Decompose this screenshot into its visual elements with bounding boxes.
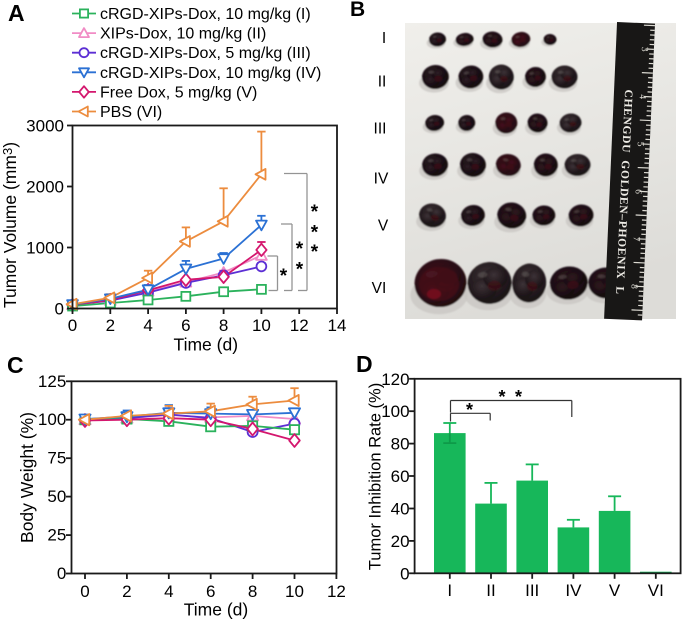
svg-text:12: 12 <box>290 316 309 335</box>
svg-text:6: 6 <box>181 316 190 335</box>
svg-text:VI: VI <box>648 581 664 600</box>
svg-text:7: 7 <box>630 236 640 241</box>
svg-text:6: 6 <box>633 189 643 194</box>
svg-text:120: 120 <box>381 370 409 389</box>
svg-text:IV: IV <box>565 581 582 600</box>
svg-text:0: 0 <box>68 316 77 335</box>
svg-text:25: 25 <box>47 526 66 545</box>
svg-text:Free Dox, 5 mg/kg (V): Free Dox, 5 mg/kg (V) <box>100 84 257 101</box>
svg-text:*: * <box>515 387 522 407</box>
svg-text:2000: 2000 <box>26 178 64 197</box>
svg-text:*: * <box>311 202 319 223</box>
svg-text:*: * <box>466 400 473 420</box>
svg-text:2: 2 <box>106 316 115 335</box>
svg-text:14: 14 <box>328 316 347 335</box>
svg-text:75: 75 <box>47 449 66 468</box>
svg-text:4: 4 <box>637 94 647 99</box>
svg-text:B: B <box>350 0 365 21</box>
svg-text:20: 20 <box>391 532 410 551</box>
svg-text:Body Weight (%): Body Weight (%) <box>17 412 37 543</box>
svg-text:60: 60 <box>391 467 410 486</box>
svg-text:3000: 3000 <box>26 117 64 136</box>
svg-text:PBS (VI): PBS (VI) <box>100 104 162 121</box>
svg-text:I: I <box>447 581 452 600</box>
svg-text:*: * <box>498 387 505 407</box>
svg-text:0: 0 <box>400 564 409 583</box>
svg-text:2: 2 <box>122 582 131 601</box>
svg-text:D: D <box>356 351 373 377</box>
svg-text:*: * <box>296 239 304 260</box>
svg-text:4: 4 <box>143 316 152 335</box>
svg-text:40: 40 <box>391 500 410 519</box>
svg-text:Time (d): Time (d) <box>174 335 239 355</box>
svg-text:1000: 1000 <box>26 239 64 258</box>
svg-text:A: A <box>8 0 25 26</box>
svg-text:cRGD-XIPs-Dox, 10 mg/kg (IV): cRGD-XIPs-Dox, 10 mg/kg (IV) <box>100 65 321 82</box>
svg-text:II: II <box>486 581 495 600</box>
svg-text:V: V <box>378 218 389 235</box>
svg-text:10: 10 <box>252 316 271 335</box>
svg-text:I: I <box>382 30 386 47</box>
svg-text:Time (d): Time (d) <box>184 600 249 619</box>
svg-text:4: 4 <box>164 582 173 601</box>
svg-text:0: 0 <box>55 300 64 319</box>
svg-text:6: 6 <box>206 582 215 601</box>
svg-text:3: 3 <box>639 47 649 52</box>
svg-text:IV: IV <box>374 171 389 188</box>
svg-text:II: II <box>378 74 387 91</box>
svg-text:III: III <box>525 581 539 600</box>
svg-text:C: C <box>7 352 24 378</box>
svg-text:10: 10 <box>285 582 304 601</box>
svg-text:XIPs-Dox, 10 mg/kg (II): XIPs-Dox, 10 mg/kg (II) <box>100 26 266 43</box>
svg-text:VI: VI <box>372 280 387 297</box>
svg-text:80: 80 <box>391 435 410 454</box>
svg-text:0: 0 <box>80 582 89 601</box>
svg-text:V: V <box>609 581 621 600</box>
svg-text:8: 8 <box>248 582 257 601</box>
svg-text:0: 0 <box>57 564 66 583</box>
svg-text:12: 12 <box>327 582 346 601</box>
svg-text:cRGD-XIPs-Dox, 10 mg/kg (I): cRGD-XIPs-Dox, 10 mg/kg (I) <box>100 6 311 23</box>
svg-text:*: * <box>311 223 319 244</box>
svg-text:*: * <box>311 242 319 263</box>
svg-text:*: * <box>296 260 304 281</box>
svg-text:125: 125 <box>38 372 66 391</box>
svg-text:cRGD-XIPs-Dox, 5 mg/kg (III): cRGD-XIPs-Dox, 5 mg/kg (III) <box>100 45 311 62</box>
svg-text:Tumor Volume (mm3): Tumor Volume (mm3) <box>0 142 20 308</box>
svg-text:*: * <box>280 266 288 287</box>
svg-text:100: 100 <box>381 402 409 421</box>
svg-text:8: 8 <box>219 316 228 335</box>
svg-text:5: 5 <box>635 142 645 147</box>
svg-text:Tumor Inhibition Rate (%): Tumor Inhibition Rate (%) <box>367 383 385 570</box>
svg-text:50: 50 <box>47 487 66 506</box>
svg-text:III: III <box>374 121 387 138</box>
svg-text:8: 8 <box>628 284 638 289</box>
svg-text:100: 100 <box>38 410 66 429</box>
